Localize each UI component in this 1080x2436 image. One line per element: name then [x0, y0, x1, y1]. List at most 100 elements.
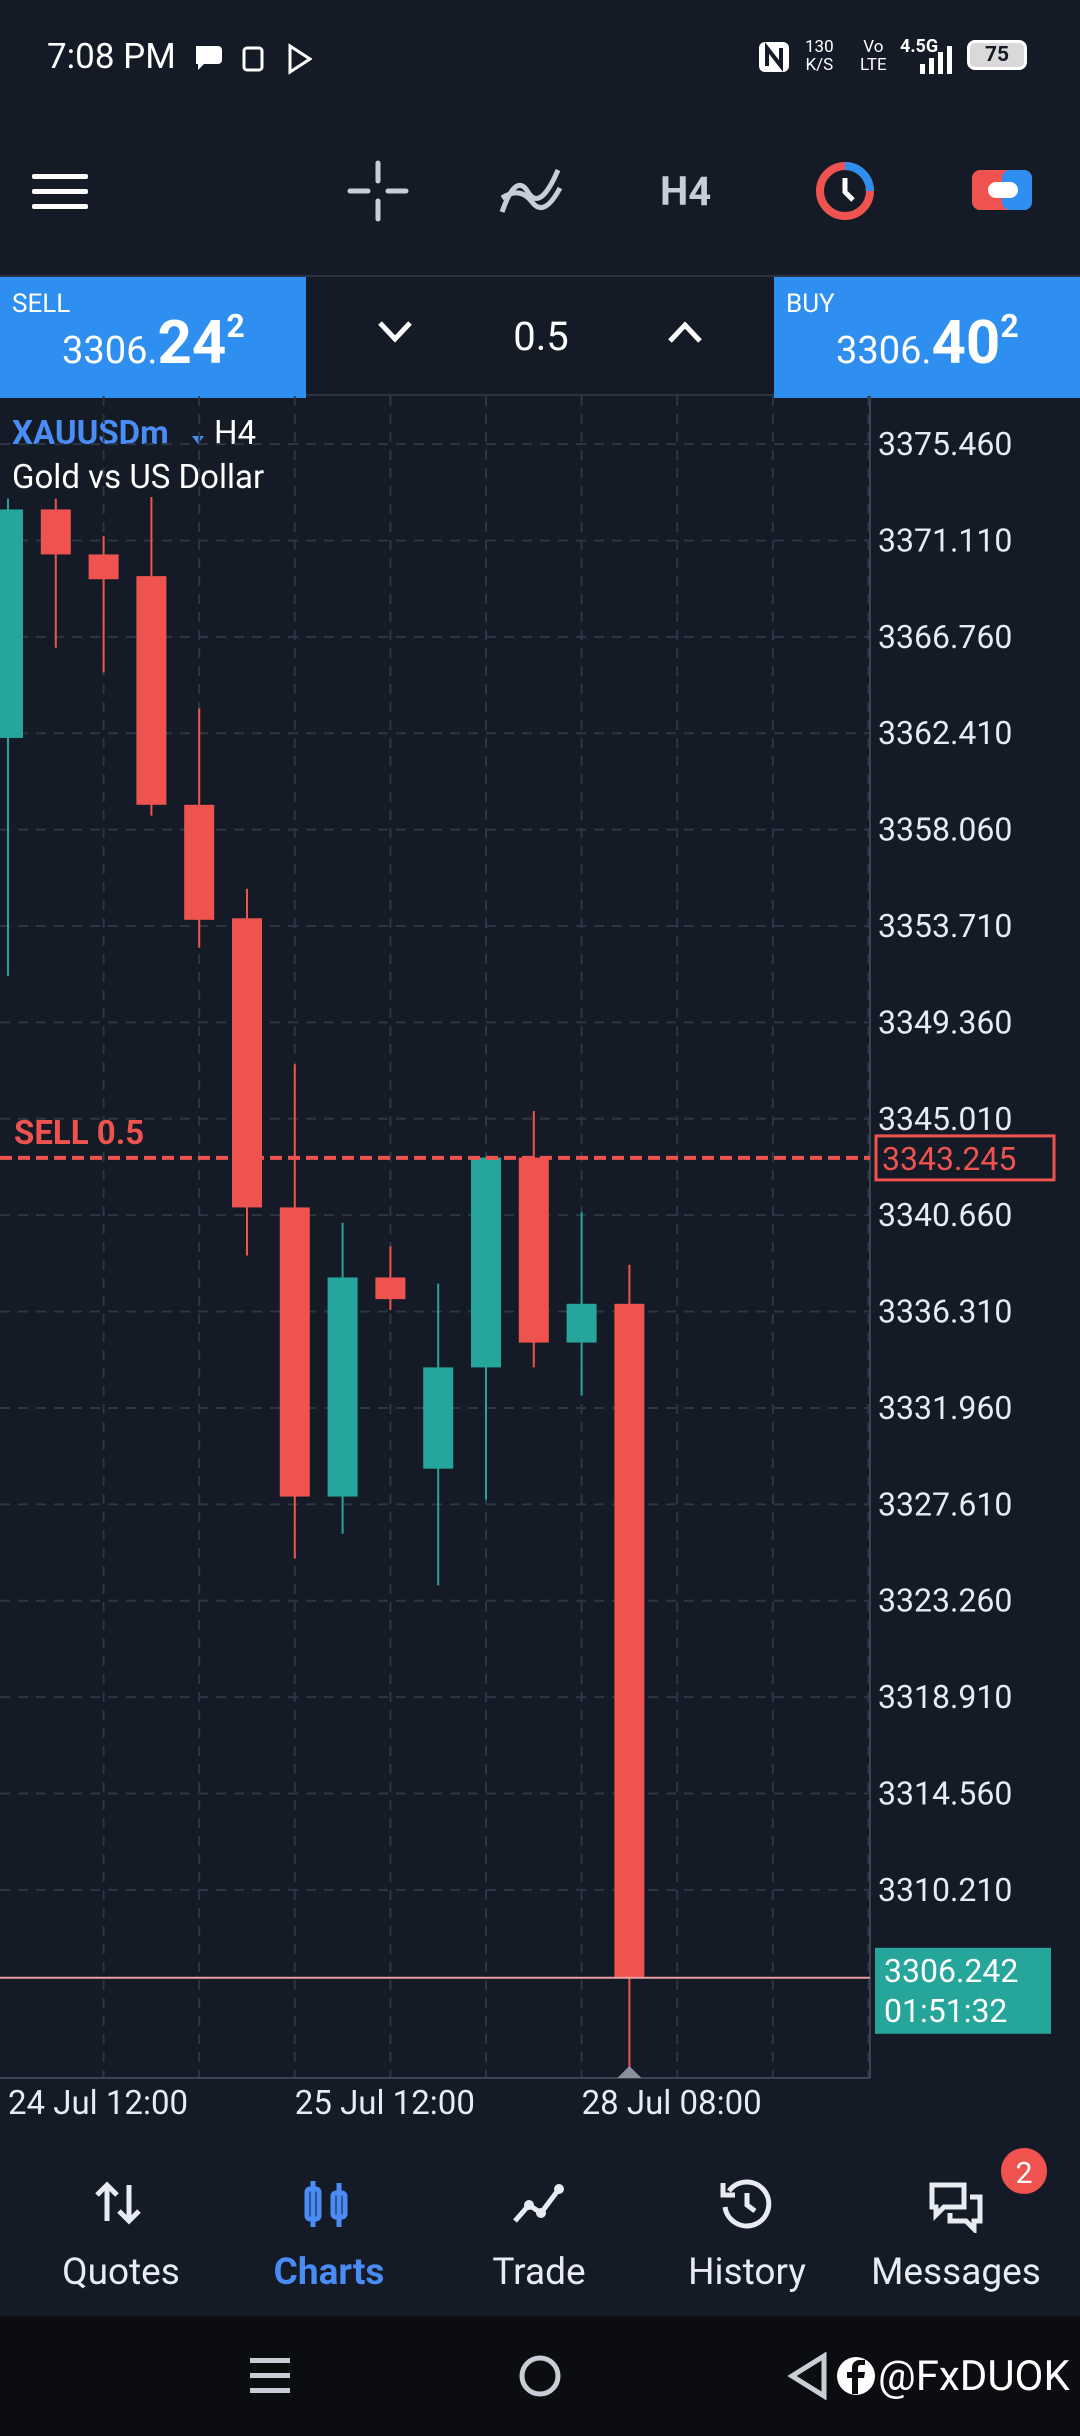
y-tick-label: 3336.310 — [878, 1293, 1012, 1331]
price-small: 2 — [226, 307, 245, 345]
sell-price: 3306.242 — [62, 307, 245, 378]
candle-body — [279, 1207, 310, 1497]
net-speed-unit: K/S — [805, 55, 834, 75]
candle-body — [136, 576, 167, 805]
volte-lte: LTE — [860, 55, 887, 75]
y-tick-label: 3318.910 — [878, 1678, 1012, 1716]
nav-icon — [929, 2182, 983, 2233]
candle — [423, 1283, 454, 1586]
status-icons-left — [196, 43, 312, 75]
candle — [279, 1064, 310, 1559]
signal-icon — [920, 46, 952, 74]
sell-label: SELL — [12, 289, 71, 319]
bottom-nav: Quotes Charts Trade History Messages 2 — [0, 2145, 1080, 2316]
price-big: 40 — [931, 307, 1001, 378]
order-price-label: 3343.245 — [882, 1140, 1016, 1178]
chart: XAUUSDm H4 Gold vs US Dollar 3375.460 337… — [0, 396, 1056, 2123]
volume-down[interactable] — [376, 319, 414, 345]
nav-item[interactable]: Messages 2 — [856, 2145, 1056, 2316]
nav-item[interactable]: History — [647, 2145, 847, 2316]
nav-label: Messages — [871, 2251, 1041, 2294]
volte: Vo LTE — [860, 38, 887, 74]
one-click-button[interactable] — [970, 166, 1034, 216]
candle — [375, 1246, 406, 1311]
nav-icon — [95, 2181, 141, 2225]
candle — [518, 1111, 549, 1368]
current-bar-marker — [617, 2066, 642, 2078]
price-main: 3306. — [62, 329, 158, 373]
crosshair-button[interactable] — [346, 159, 410, 223]
candle-body — [518, 1157, 549, 1343]
net-speed: 130 K/S — [805, 38, 834, 74]
y-tick-label: 3371.110 — [878, 521, 1012, 559]
y-tick-label: 3323.260 — [878, 1582, 1012, 1620]
back-button[interactable] — [786, 2352, 830, 2400]
candle-body — [423, 1367, 454, 1469]
net-speed-value: 130 — [805, 37, 834, 57]
candle — [566, 1212, 597, 1396]
price-big: 24 — [157, 307, 227, 378]
candle — [327, 1222, 358, 1534]
timeframe-button[interactable]: H4 — [660, 168, 712, 215]
volume-up[interactable] — [666, 319, 704, 345]
nav-item[interactable]: Quotes — [21, 2145, 221, 2316]
nfc-icon — [759, 42, 789, 72]
y-tick-label: 3331.960 — [878, 1389, 1012, 1427]
volte-vo: Vo — [863, 37, 884, 57]
y-tick-label: 3362.410 — [878, 714, 1012, 752]
symbol-description: Gold vs US Dollar — [12, 458, 264, 497]
x-tick-label: 25 Jul 12:00 — [295, 2084, 475, 2123]
candle — [0, 498, 23, 976]
x-tick-label: 28 Jul 08:00 — [582, 2084, 762, 2123]
y-tick-label: 3345.010 — [878, 1100, 1012, 1138]
candle — [40, 498, 71, 648]
bid-timer: 01:51:32 — [884, 1992, 1007, 2030]
nav-icon — [513, 2184, 564, 2223]
y-tick-label: 3375.460 — [878, 425, 1012, 463]
recents-button[interactable] — [248, 2354, 292, 2398]
status-bar: 7:08 PM 130 K/S Vo LTE 4.5G 75 — [0, 0, 1080, 140]
network-type: 4.5G — [900, 36, 939, 57]
order-line-label: SELL 0.5 — [14, 1114, 144, 1153]
nav-icon — [304, 2181, 348, 2227]
candle — [184, 708, 215, 948]
nav-item[interactable]: Trade — [439, 2145, 639, 2316]
price-main: 3306. — [836, 329, 932, 373]
candle — [232, 888, 262, 1256]
volume[interactable]: 0.5 — [513, 313, 569, 360]
nav-badge: 2 — [998, 2145, 1050, 2197]
y-tick-label: 3358.060 — [878, 811, 1012, 849]
candle-body — [375, 1277, 406, 1300]
trade-clock-button[interactable] — [814, 160, 876, 222]
candle-body — [184, 804, 215, 920]
candle-body — [40, 509, 71, 555]
menu-button[interactable] — [32, 170, 88, 214]
candle — [471, 1157, 501, 1500]
buy-label: BUY — [786, 289, 835, 319]
symbol-dropdown — [192, 436, 204, 444]
candle — [88, 535, 119, 673]
indicators-button[interactable] — [498, 162, 564, 220]
nav-label: Quotes — [62, 2251, 180, 2294]
watermark: @FxDUOK — [878, 2352, 1070, 2401]
y-tick-label: 3366.760 — [878, 618, 1012, 656]
chart-timeframe: H4 — [214, 414, 256, 453]
candle-body — [566, 1303, 597, 1343]
nav-label: Trade — [492, 2251, 586, 2294]
facebook-icon — [837, 2357, 875, 2395]
candle — [136, 497, 167, 816]
order-price-box — [874, 1134, 1056, 1182]
buy-button[interactable]: BUY 3306.402 — [774, 277, 1080, 398]
nav-icon — [720, 2179, 772, 2229]
buy-price: 3306.402 — [836, 307, 1019, 378]
x-tick-label: 24 Jul 12:00 — [8, 2084, 188, 2123]
y-tick-label: 3310.210 — [878, 1871, 1012, 1909]
nav-label: History — [688, 2251, 806, 2294]
candle-body — [232, 918, 262, 1208]
candle — [614, 1264, 645, 2075]
sell-button[interactable]: SELL 3306.242 — [0, 277, 306, 398]
y-tick-label: 3349.360 — [878, 1003, 1012, 1041]
nav-item[interactable]: Charts — [229, 2145, 429, 2316]
home-button[interactable] — [516, 2352, 564, 2400]
